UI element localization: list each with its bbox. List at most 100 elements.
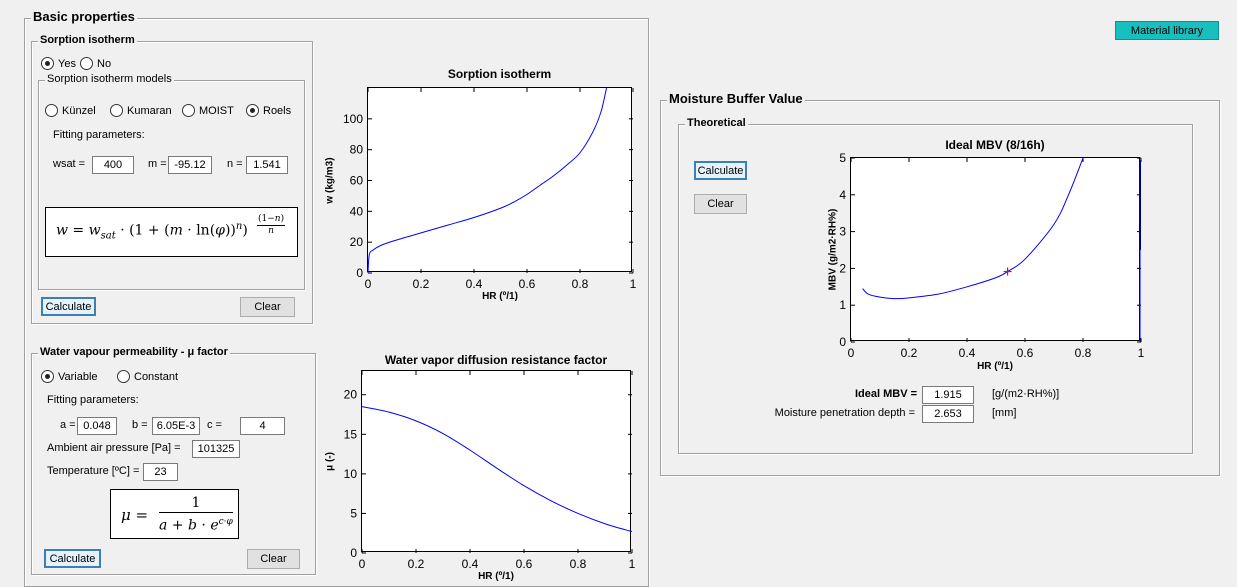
radio-roels[interactable]: Roels — [246, 104, 291, 117]
radio-moist[interactable]: MOIST — [182, 104, 234, 117]
mu-chart-xtick-label: 0 — [359, 557, 366, 571]
sorption-isotherm-title: Sorption isotherm — [38, 34, 137, 46]
radio-yes[interactable]: Yes — [41, 57, 76, 70]
mu-chart-xtick-label: 1 — [629, 557, 636, 571]
sorption-chart-ytick-label: 80 — [350, 143, 364, 157]
sorption-chart-xlabel: HR (º/1) — [480, 291, 520, 302]
sorption-fitting-label: Fitting parameters: — [53, 129, 145, 141]
sorption-clear-button[interactable]: Clear — [240, 297, 295, 317]
mu-chart-xtick-label: 0.8 — [570, 557, 587, 571]
sorption-chart-ytick-label: 40 — [350, 204, 364, 218]
sorption-chart-xtick-label: 0.8 — [572, 277, 589, 291]
vapour-fitting-label: Fitting parameters: — [47, 394, 139, 406]
mbv-chart-ytick-label: 1 — [839, 298, 846, 312]
pressure-label: Ambient air pressure [Pa] = — [47, 442, 181, 454]
ideal-mbv-input[interactable]: 1.915 — [922, 386, 974, 404]
sorption-chart-ytick-label: 60 — [350, 174, 364, 188]
mbv-calculate-button[interactable]: Calculate — [694, 161, 747, 180]
mu-formula: μ = 1 a + b · ec·φ — [110, 489, 239, 539]
mbv-chart-xtick-label: 0.6 — [1017, 346, 1034, 360]
mu-chart-title: Water vapor diffusion resistance factor — [361, 353, 631, 367]
sorption-formula-expression: w = wsat · (1 + (m · ln(φ))n) — [56, 221, 248, 241]
mbv-chart-ytick-label: 4 — [839, 188, 846, 202]
mbv-chart-ytick-label: 3 — [839, 225, 846, 239]
sorption-formula: w = wsat · (1 + (m · ln(φ))n) (1−n) n — [45, 207, 298, 257]
mbv-clear-button[interactable]: Clear — [694, 194, 747, 214]
radio-kumaran[interactable]: Kumaran — [110, 104, 172, 117]
mu-chart-ytick-label: 20 — [344, 388, 358, 402]
c-input[interactable]: 4 — [240, 417, 285, 435]
sorption-chart-ytick-label: 100 — [343, 112, 363, 126]
mu-formula-fraction: 1 a + b · ec·φ — [159, 494, 233, 535]
radio-variable[interactable]: Variable — [41, 370, 98, 383]
radio-no-label: No — [97, 58, 111, 70]
sorption-chart-xtick-label: 0.6 — [519, 277, 536, 291]
mu-formula-lhs: μ = — [121, 506, 148, 524]
b-label: b = — [132, 419, 148, 431]
ideal-mbv-unit: [g/(m2·RH%)] — [992, 388, 1059, 400]
a-input[interactable]: 0.048 — [77, 417, 117, 435]
mbv-chart-series-line — [863, 158, 1083, 299]
sorption-chart-ytick-label: 0 — [356, 266, 363, 280]
sorption-chart-xtick-label: 1 — [630, 277, 637, 291]
radio-kumaran-label: Kumaran — [127, 105, 172, 117]
mu-chart-series-line — [362, 407, 632, 532]
mbv-title: Moisture Buffer Value — [667, 91, 805, 106]
a-label: a = — [60, 419, 76, 431]
mu-chart-xtick-label: 0.2 — [408, 557, 425, 571]
depth-input[interactable]: 2.653 — [922, 405, 974, 423]
temperature-label: Temperature [ºC] = — [47, 465, 139, 477]
mu-chart-ylabel: μ (-) — [325, 442, 336, 482]
sorption-chart-ytick-label: 20 — [350, 235, 364, 249]
depth-unit: [mm] — [992, 407, 1016, 419]
mbv-chart-xtick-label: 0 — [848, 346, 855, 360]
radio-moist-label: MOIST — [199, 105, 234, 117]
mu-chart-xtick-label: 0.6 — [516, 557, 533, 571]
mu-chart: 0 0.2 0.4 0.6 0.8 1 0 5 10 15 20 — [361, 370, 631, 552]
sorption-chart: 0 0.2 0.4 0.6 0.8 1 0 20 40 60 80 100 — [367, 87, 632, 272]
sorption-calculate-button[interactable]: Calculate — [41, 297, 96, 316]
radio-no-indicator — [80, 57, 93, 70]
mu-chart-ytick-label: 10 — [344, 467, 358, 481]
vapour-clear-button[interactable]: Clear — [247, 549, 300, 569]
n-input[interactable]: 1.541 — [246, 156, 288, 174]
mbv-chart-xtick-label: 0.8 — [1075, 346, 1092, 360]
sorption-chart-xtick-label: 0.2 — [413, 277, 430, 291]
sorption-chart-svg: 0 0.2 0.4 0.6 0.8 1 0 20 40 60 80 100 — [368, 88, 633, 273]
b-input[interactable]: 6.05E-3 — [152, 417, 200, 435]
mbv-chart-ytick-label: 0 — [839, 335, 846, 349]
radio-constant-indicator — [117, 370, 130, 383]
mbv-chart-title: Ideal MBV (8/16h) — [850, 138, 1140, 152]
sorption-chart-title: Sorption isotherm — [367, 67, 632, 81]
wsat-input[interactable]: 400 — [92, 156, 134, 174]
mu-chart-xtick-label: 0.4 — [462, 557, 479, 571]
radio-no[interactable]: No — [80, 57, 111, 70]
mbv-chart-xtick-label: 1 — [1138, 346, 1145, 360]
theoretical-title: Theoretical — [685, 117, 748, 129]
mbv-chart-ytick-label: 2 — [839, 261, 846, 275]
mbv-chart-xtick-label: 0.2 — [901, 346, 918, 360]
vapour-calculate-button[interactable]: Calculate — [44, 549, 101, 568]
radio-yes-indicator — [41, 57, 54, 70]
vapour-permeability-title: Water vapour permeability - μ factor — [38, 346, 230, 358]
mu-chart-xlabel: HR (º/1) — [476, 571, 516, 582]
radio-moist-indicator — [182, 104, 195, 117]
radio-constant[interactable]: Constant — [117, 370, 178, 383]
mbv-chart-xtick-label: 0.4 — [959, 346, 976, 360]
radio-roels-indicator — [246, 104, 259, 117]
radio-variable-indicator — [41, 370, 54, 383]
mbv-chart-svg: 0 0.2 0.4 0.6 0.8 1 0 1 2 3 4 5 — [851, 158, 1141, 342]
temperature-input[interactable]: 23 — [143, 463, 178, 481]
radio-kumaran-indicator — [110, 104, 123, 117]
radio-kunzel[interactable]: Künzel — [45, 104, 96, 117]
radio-variable-label: Variable — [58, 371, 98, 383]
material-library-button[interactable]: Material library — [1115, 21, 1219, 40]
sorption-chart-xtick-label: 0.4 — [466, 277, 483, 291]
m-label: m = — [148, 158, 167, 170]
mu-chart-ytick-label: 0 — [350, 546, 357, 560]
pressure-input[interactable]: 101325 — [192, 440, 240, 458]
m-input[interactable]: -95.12 — [168, 156, 212, 174]
mbv-chart-ylabel: MBV (g/m2·RH%) — [828, 205, 839, 295]
sorption-chart-series-line — [368, 88, 607, 273]
sorption-chart-xtick-label: 0 — [365, 277, 372, 291]
